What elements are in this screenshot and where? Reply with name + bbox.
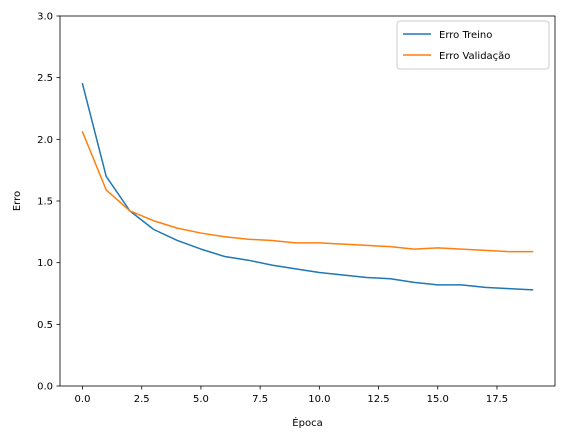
y-tick-label: 0.0	[37, 382, 53, 393]
x-tick-label: 12.5	[367, 394, 389, 405]
y-axis-ticks: 0.0 0.5 1.0 1.5 2.0 2.5 3.0	[37, 12, 60, 393]
y-tick-label: 2.5	[37, 73, 53, 84]
y-axis-label: Erro	[12, 191, 23, 211]
x-tick-label: 2.5	[134, 394, 150, 405]
x-tick-label: 17.5	[486, 394, 508, 405]
series-line-2	[81, 130, 534, 253]
legend: Erro Treino Erro Validação	[396, 20, 550, 70]
x-tick-label: 15.0	[427, 394, 449, 405]
y-tick-label: 1.5	[37, 197, 53, 208]
x-tick-label: 10.0	[308, 394, 330, 405]
x-tick-label: 7.5	[252, 394, 268, 405]
x-axis-label: Época	[292, 416, 322, 429]
y-tick-label: 0.5	[37, 320, 53, 331]
y-tick-label: 1.0	[37, 258, 53, 269]
legend-label-1: Erro Treino	[439, 30, 492, 41]
y-tick-label: 2.0	[37, 135, 53, 146]
y-tick-label: 3.0	[37, 12, 53, 23]
legend-box	[396, 20, 550, 70]
legend-label-2: Erro Validação	[439, 51, 510, 62]
x-axis-ticks: 0.0 2.5 5.0 7.5 10.0 12.5 15.0 17.5	[75, 386, 508, 405]
x-tick-label: 5.0	[193, 394, 209, 405]
plot-lines	[81, 82, 534, 291]
series-line-1	[81, 82, 534, 291]
x-tick-label: 0.0	[75, 394, 91, 405]
